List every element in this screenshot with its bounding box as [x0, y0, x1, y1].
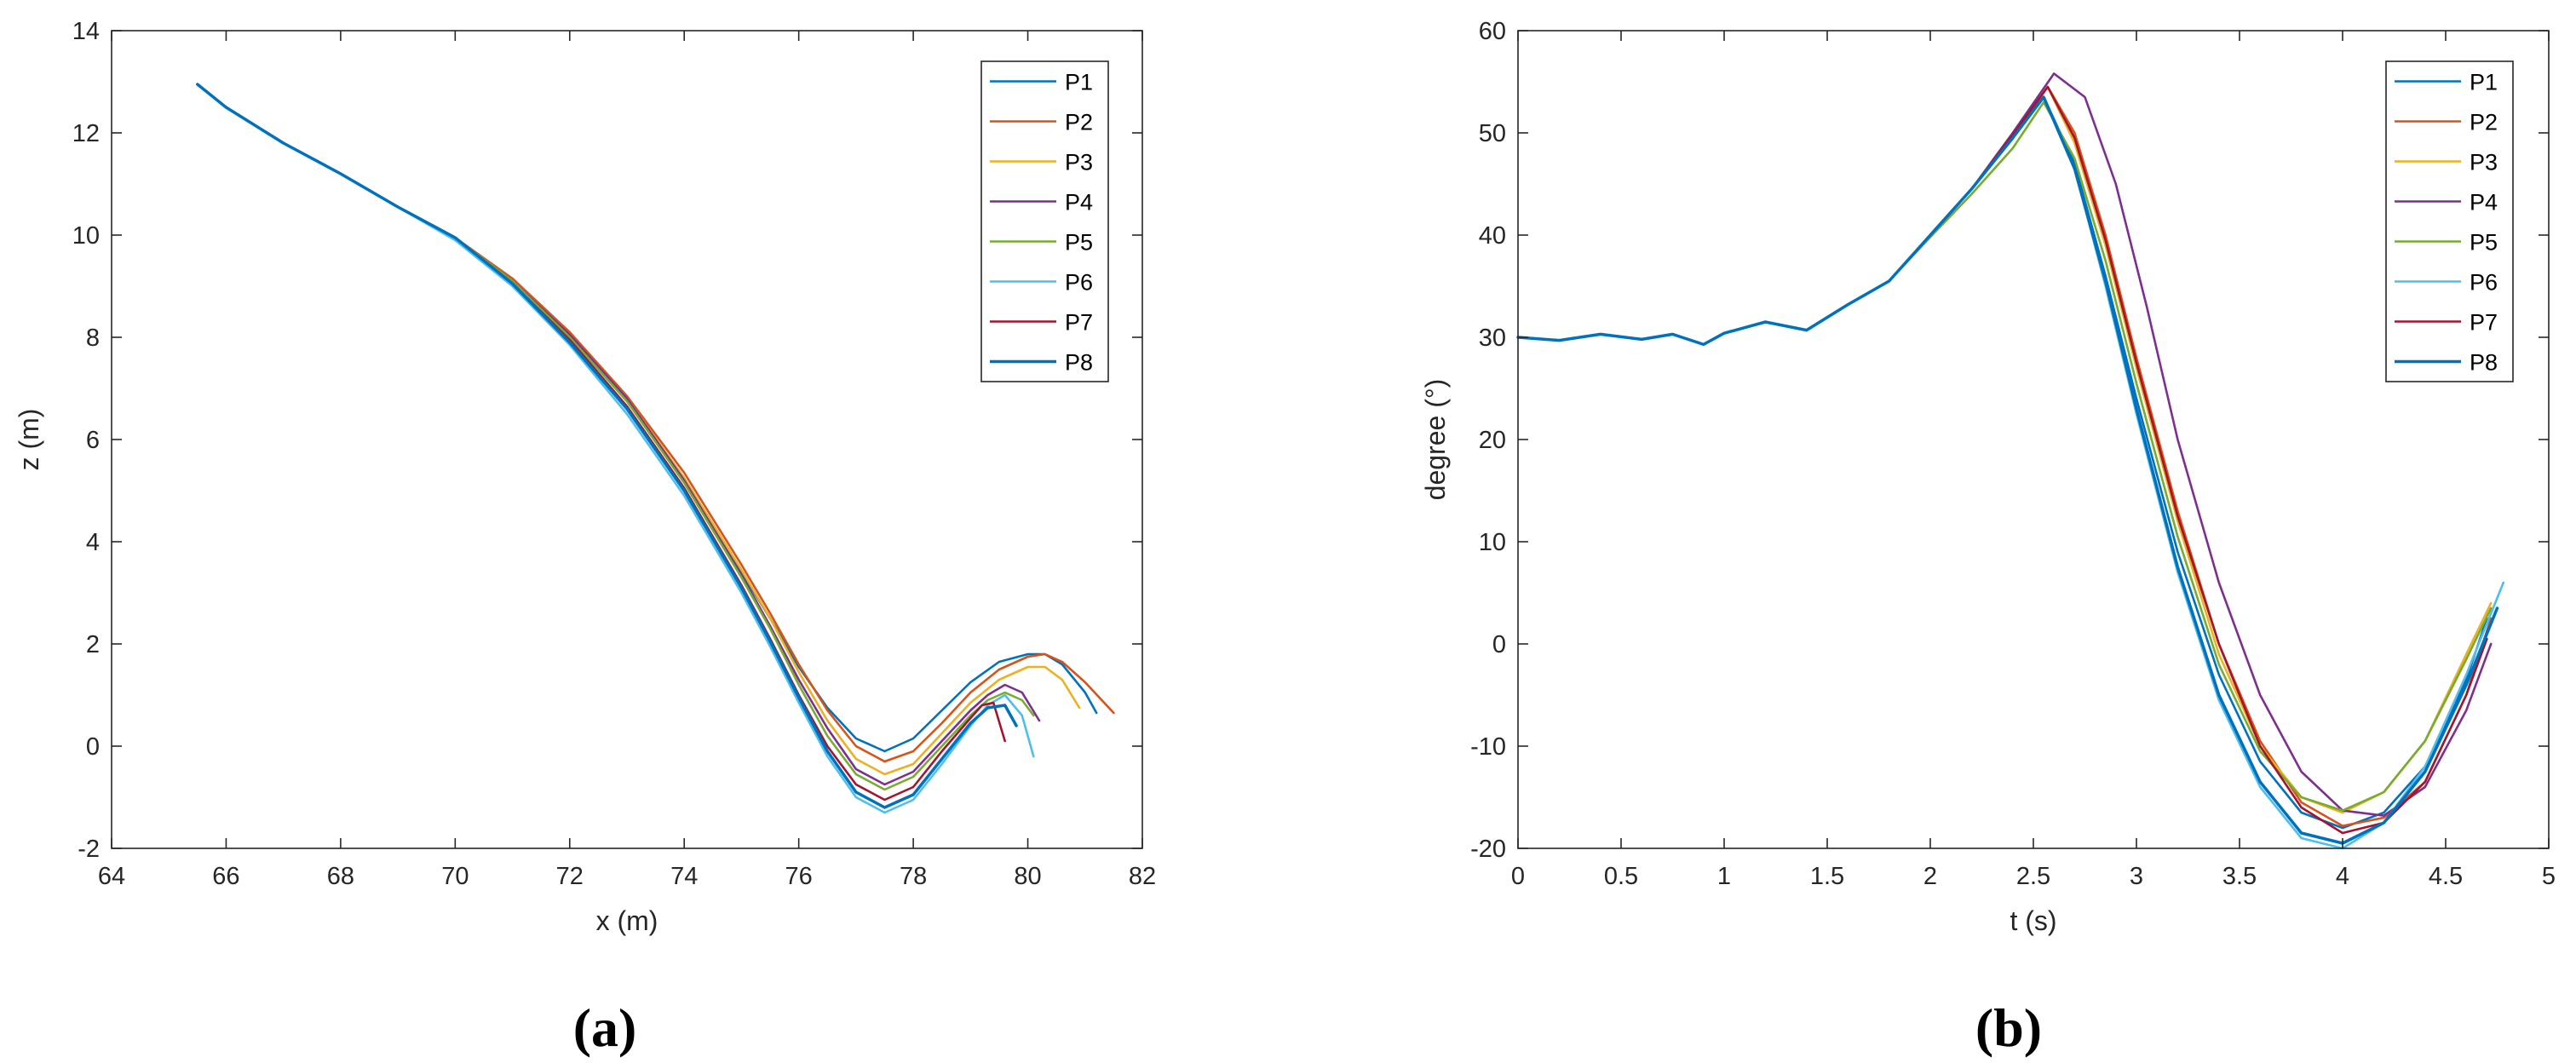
chart-a-plot-area: [112, 31, 1142, 848]
chart-b-y-tick-label: 30: [1479, 325, 1506, 352]
chart-a-legend-label-p2: P2: [1065, 110, 1093, 135]
chart-a-x-tick-label: 66: [212, 863, 239, 890]
chart-b-x-tick-label: 3: [2130, 863, 2143, 890]
chart-a-legend-label-p5: P5: [1065, 230, 1093, 256]
chart-a-y-axis-label: z (m): [14, 409, 44, 471]
chart-b-x-tick-label: 5: [2542, 863, 2556, 890]
chart-a-y-tick-label: 6: [86, 427, 100, 454]
chart-b-legend-label-p5: P5: [2470, 230, 2498, 256]
chart-a-x-tick-label: 82: [1129, 863, 1156, 890]
chart-a-legend-label-p7: P7: [1065, 310, 1093, 336]
chart-b-y-tick-label: 40: [1479, 222, 1506, 250]
chart-b-x-tick-label: 0.5: [1604, 863, 1638, 890]
chart-a-legend-label-p8: P8: [1065, 350, 1093, 376]
chart-b-series-line-p8: [1516, 95, 2499, 845]
chart-b-legend-label-p1: P1: [2470, 70, 2498, 95]
chart-b-legend-label-p3: P3: [2470, 150, 2498, 175]
chart-panel-b: (b) 0 0.5 1 1.5 2 2.5 3 3.5 4 4.5 5 -20 -10 0 10 20 30 40…: [1420, 18, 2556, 1058]
chart-b-x-tick-label: 4: [2336, 863, 2349, 890]
chart-b-y-tick-label: -20: [1470, 836, 1506, 863]
chart-b-x-tick-label: 3.5: [2222, 863, 2257, 890]
chart-b-x-tick-label: 0: [1511, 863, 1525, 890]
chart-a-legend-label-p1: P1: [1065, 70, 1093, 95]
chart-b-x-tick-label: 1: [1717, 863, 1731, 890]
panel-label-a: (a): [573, 997, 637, 1058]
chart-b-y-tick-label: 50: [1479, 120, 1506, 147]
chart-b-x-tick-label: 2.5: [2016, 863, 2050, 890]
chart-a-x-tick-label: 70: [441, 863, 469, 890]
chart-a-x-tick-label: 64: [98, 863, 125, 890]
chart-a-series-group: [196, 83, 1115, 814]
chart-a-x-tick-label: 68: [327, 863, 354, 890]
chart-b-series-group: [1516, 72, 2505, 850]
chart-a-y-tick-label: 0: [86, 733, 100, 761]
chart-b-legend-label-p2: P2: [2470, 110, 2498, 135]
chart-a-y-tick-label: -2: [78, 836, 100, 863]
chart-a-legend-label-p4: P4: [1065, 190, 1093, 215]
chart-b-y-tick-label: -10: [1470, 733, 1506, 761]
chart-b-legend-label-p4: P4: [2470, 190, 2498, 215]
chart-a-legend-box: [980, 60, 1109, 382]
chart-b-y-tick-label: 0: [1492, 631, 1506, 658]
chart-b-x-tick-label: 1.5: [1810, 863, 1844, 890]
chart-a-x-tick-label: 76: [785, 863, 813, 890]
chart-b-x-tick-label: 4.5: [2429, 863, 2463, 890]
chart-a-legend-label-p6: P6: [1065, 270, 1093, 296]
chart-a-series-line-p8: [196, 83, 1018, 809]
chart-a-y-tick-label: 4: [86, 529, 100, 556]
chart-a-y-tick-label: 10: [72, 222, 100, 250]
chart-a-x-tick-label: 78: [900, 863, 927, 890]
chart-b-y-tick-label: 60: [1479, 18, 1506, 45]
chart-b-legend-label-p8: P8: [2470, 350, 2498, 376]
chart-b-legend-label-p7: P7: [2470, 310, 2498, 336]
chart-b-legend-box: [2385, 60, 2514, 382]
chart-b-x-axis-label: t (s): [2010, 905, 2056, 936]
chart-b-y-tick-label: 10: [1479, 529, 1506, 556]
chart-a-y-tick-label: 14: [72, 18, 100, 45]
panel-label-b: (b): [1975, 997, 2042, 1058]
chart-b-y-axis-label: degree (°): [1420, 379, 1451, 501]
chart-b-legend-label-p6: P6: [2470, 270, 2498, 296]
chart-b-legend: P1 P2 P3 P4 P5 P6 P7 P8: [2385, 60, 2514, 382]
chart-a-x-tick-label: 74: [670, 863, 698, 890]
chart-a-x-tick-label: 72: [556, 863, 584, 890]
chart-a-x-tick-label: 80: [1014, 863, 1041, 890]
chart-a-legend-label-p3: P3: [1065, 150, 1093, 175]
chart-b-y-tick-label: 20: [1479, 427, 1506, 454]
chart-a-legend: P1 P2 P3 P4 P5 P6 P7 P8: [980, 60, 1109, 382]
chart-b-x-tick-label: 2: [1923, 863, 1937, 890]
chart-a-y-tick-label: 2: [86, 631, 100, 658]
chart-b-plot-area: [1518, 31, 2549, 848]
chart-a-y-tick-label: 8: [86, 325, 100, 352]
chart-a-y-tick-label: 12: [72, 120, 100, 147]
chart-a-x-axis-label: x (m): [596, 905, 658, 936]
